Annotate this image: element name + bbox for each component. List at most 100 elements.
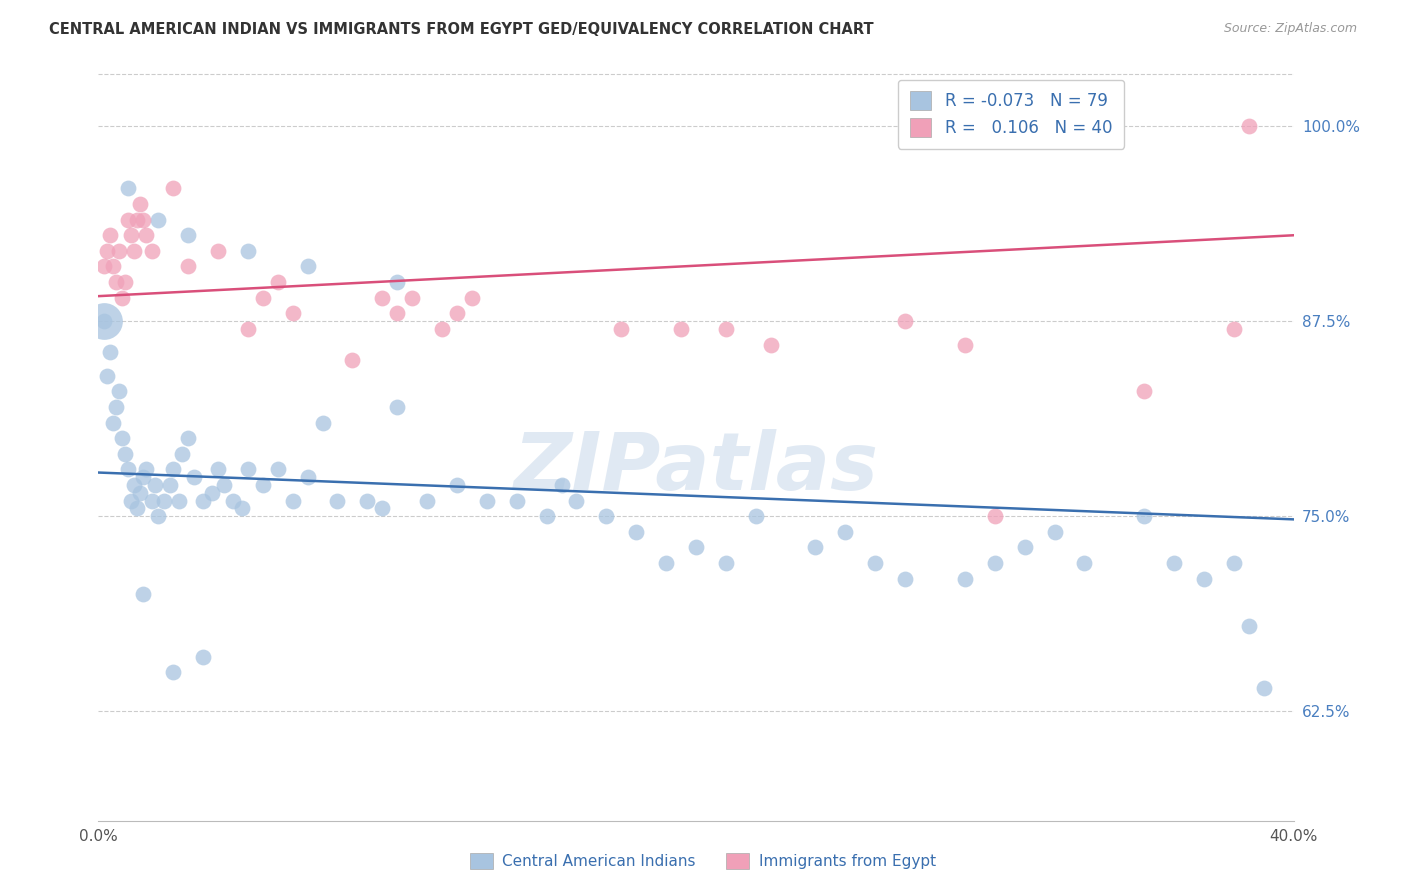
- Point: [1043, 524, 1066, 539]
- Point: [222, 493, 245, 508]
- Point: [475, 493, 498, 508]
- Point: [236, 462, 259, 476]
- Point: [172, 447, 194, 461]
- Point: [148, 212, 170, 227]
- Point: [135, 462, 157, 476]
- Point: [714, 322, 737, 336]
- Point: [506, 493, 529, 508]
- Point: [212, 478, 235, 492]
- Point: [183, 470, 205, 484]
- Point: [191, 493, 214, 508]
- Point: [759, 337, 782, 351]
- Point: [236, 244, 259, 258]
- Point: [236, 322, 259, 336]
- Point: [804, 541, 827, 555]
- Point: [207, 462, 229, 476]
- Point: [1133, 384, 1156, 399]
- Point: [894, 572, 917, 586]
- Point: [162, 462, 184, 476]
- Point: [124, 244, 146, 258]
- Point: [356, 493, 378, 508]
- Point: [93, 314, 115, 328]
- Point: [1253, 681, 1275, 695]
- Point: [120, 228, 142, 243]
- Point: [93, 314, 115, 328]
- Point: [159, 478, 181, 492]
- Point: [1014, 541, 1036, 555]
- Point: [129, 197, 152, 211]
- Point: [127, 501, 149, 516]
- Point: [371, 291, 394, 305]
- Point: [655, 556, 678, 570]
- Point: [984, 556, 1007, 570]
- Point: [117, 212, 139, 227]
- Point: [98, 345, 122, 359]
- Point: [714, 556, 737, 570]
- Point: [865, 556, 887, 570]
- Point: [1223, 556, 1246, 570]
- Point: [281, 493, 304, 508]
- Point: [135, 228, 157, 243]
- Point: [385, 306, 409, 320]
- Point: [132, 587, 155, 601]
- Point: [281, 306, 304, 320]
- Point: [153, 493, 176, 508]
- Point: [108, 244, 131, 258]
- Point: [536, 509, 558, 524]
- Point: [1163, 556, 1185, 570]
- Point: [96, 244, 118, 258]
- Text: ZIPatlas: ZIPatlas: [513, 429, 879, 508]
- Point: [626, 524, 648, 539]
- Point: [685, 541, 707, 555]
- Point: [103, 416, 125, 430]
- Point: [177, 228, 200, 243]
- Point: [252, 291, 274, 305]
- Point: [342, 353, 364, 368]
- Point: [108, 384, 131, 399]
- Point: [565, 493, 588, 508]
- Point: [1192, 572, 1215, 586]
- Point: [550, 478, 572, 492]
- Point: [446, 478, 468, 492]
- Point: [953, 337, 976, 351]
- Point: [1223, 322, 1246, 336]
- Point: [141, 493, 163, 508]
- Point: [105, 400, 128, 414]
- Point: [103, 260, 125, 274]
- Point: [984, 509, 1007, 524]
- Point: [610, 322, 633, 336]
- Point: [1237, 119, 1260, 133]
- Point: [371, 501, 394, 516]
- Point: [834, 524, 856, 539]
- Point: [207, 244, 229, 258]
- Text: Source: ZipAtlas.com: Source: ZipAtlas.com: [1223, 22, 1357, 36]
- Point: [595, 509, 617, 524]
- Point: [231, 501, 253, 516]
- Point: [1133, 509, 1156, 524]
- Point: [669, 322, 692, 336]
- Point: [127, 212, 149, 227]
- Point: [894, 314, 917, 328]
- Point: [252, 478, 274, 492]
- Point: [191, 649, 214, 664]
- Point: [311, 416, 333, 430]
- Legend: R = -0.073   N = 79, R =   0.106   N = 40: R = -0.073 N = 79, R = 0.106 N = 40: [898, 79, 1123, 149]
- Point: [111, 431, 134, 445]
- Point: [162, 181, 184, 195]
- Point: [416, 493, 439, 508]
- Point: [201, 485, 224, 500]
- Point: [446, 306, 468, 320]
- Point: [430, 322, 453, 336]
- Point: [297, 260, 319, 274]
- Point: [385, 275, 409, 289]
- Point: [1073, 556, 1095, 570]
- Text: CENTRAL AMERICAN INDIAN VS IMMIGRANTS FROM EGYPT GED/EQUIVALENCY CORRELATION CHA: CENTRAL AMERICAN INDIAN VS IMMIGRANTS FR…: [49, 22, 875, 37]
- Point: [129, 485, 152, 500]
- Point: [132, 212, 155, 227]
- Point: [117, 181, 139, 195]
- Point: [148, 509, 170, 524]
- Point: [267, 462, 290, 476]
- Point: [177, 260, 200, 274]
- Point: [1237, 618, 1260, 632]
- Point: [141, 244, 163, 258]
